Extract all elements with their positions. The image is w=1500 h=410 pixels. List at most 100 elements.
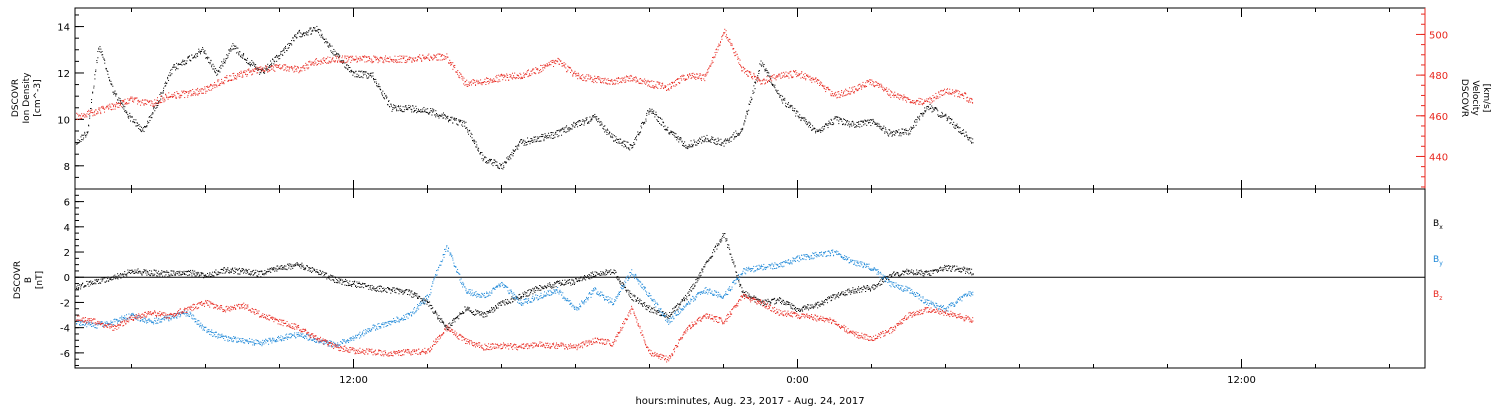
velocity-point [649, 85, 651, 87]
b-bx-point [491, 308, 493, 310]
velocity-point [682, 75, 684, 77]
density-point [646, 112, 648, 114]
density-point [369, 75, 371, 77]
velocity-point [501, 74, 503, 76]
velocity-point [279, 67, 281, 69]
density-point [567, 127, 569, 129]
velocity-point [691, 77, 693, 79]
b-bx-point [588, 278, 590, 280]
velocity-point [646, 82, 648, 84]
density-point [953, 121, 955, 123]
b-bx-point [521, 296, 523, 298]
velocity-point [622, 79, 624, 81]
density-point [422, 110, 424, 112]
velocity-point [524, 76, 526, 78]
density-point [940, 115, 942, 117]
b-bx-point [164, 271, 166, 273]
density-point [749, 103, 751, 105]
b-bx-point [215, 269, 217, 271]
density-point [303, 32, 305, 34]
top-right-ylabel-line1: DSCOVR [1459, 79, 1469, 117]
b-bx-point [433, 312, 435, 314]
velocity-point [870, 79, 872, 81]
density-point [377, 85, 379, 87]
b-bx-point [285, 265, 287, 267]
velocity-point [543, 66, 545, 68]
velocity-point [965, 93, 967, 95]
velocity-point [901, 95, 903, 97]
velocity-point [889, 95, 891, 97]
velocity-point [840, 94, 842, 96]
b-bx-point [330, 279, 332, 281]
density-point [91, 101, 93, 103]
density-point [320, 30, 322, 32]
velocity-point [229, 75, 231, 77]
velocity-point [643, 81, 645, 83]
b-bx-point [718, 243, 720, 245]
velocity-point [630, 80, 632, 82]
b-bx-point [377, 286, 379, 288]
b-bx-point [268, 271, 270, 273]
density-point [721, 142, 723, 144]
b-bx-point [564, 283, 566, 285]
b-bx-point [413, 295, 415, 297]
density-point [245, 59, 247, 61]
velocity-point [766, 79, 768, 81]
velocity-point [325, 58, 327, 60]
density-point [500, 165, 502, 167]
b-bx-point [124, 271, 126, 273]
velocity-point [632, 78, 634, 80]
density-point [956, 124, 958, 126]
density-point [942, 113, 944, 115]
b-bx-point [449, 326, 451, 328]
density-point [898, 129, 900, 131]
density-point [972, 138, 974, 140]
b-bx-point [402, 293, 404, 295]
b-bx-point [299, 264, 301, 266]
density-point [449, 119, 451, 121]
density-point [557, 136, 559, 138]
velocity-point [648, 81, 650, 83]
b-bx-point [284, 265, 286, 267]
density-point [614, 135, 616, 137]
velocity-point [860, 85, 862, 87]
velocity-point [701, 79, 703, 81]
b-bx-point [396, 287, 398, 289]
density-point [828, 120, 830, 122]
b-bx-point [534, 287, 536, 289]
density-point [110, 83, 112, 85]
density-point [148, 116, 150, 118]
velocity-point [169, 96, 171, 98]
velocity-point [704, 75, 706, 77]
density-point [623, 146, 625, 148]
density-point [398, 105, 400, 107]
density-point [362, 77, 364, 79]
b-bx-point [125, 274, 127, 276]
density-point [637, 134, 639, 136]
density-point [352, 74, 354, 76]
velocity-point [450, 61, 452, 63]
velocity-point [164, 100, 166, 102]
b-bx-point [153, 275, 155, 277]
velocity-point [161, 102, 163, 104]
velocity-point [409, 56, 411, 58]
density-point [946, 117, 948, 119]
velocity-point [966, 100, 968, 102]
density-point [807, 122, 809, 124]
velocity-point [205, 90, 207, 92]
density-point [308, 30, 310, 32]
b-bx-point [228, 272, 230, 274]
b-bx-point [208, 276, 210, 278]
b-bx-point [191, 273, 193, 275]
b-bx-point [358, 281, 360, 283]
velocity-point [535, 67, 537, 69]
density-point [740, 128, 742, 130]
velocity-point [907, 98, 909, 100]
b-bx-point [539, 289, 541, 291]
density-point [544, 136, 546, 138]
b-bx-point [519, 293, 521, 295]
density-point [481, 152, 483, 154]
density-point [84, 133, 86, 135]
density-point [151, 117, 153, 119]
velocity-point [650, 80, 652, 82]
